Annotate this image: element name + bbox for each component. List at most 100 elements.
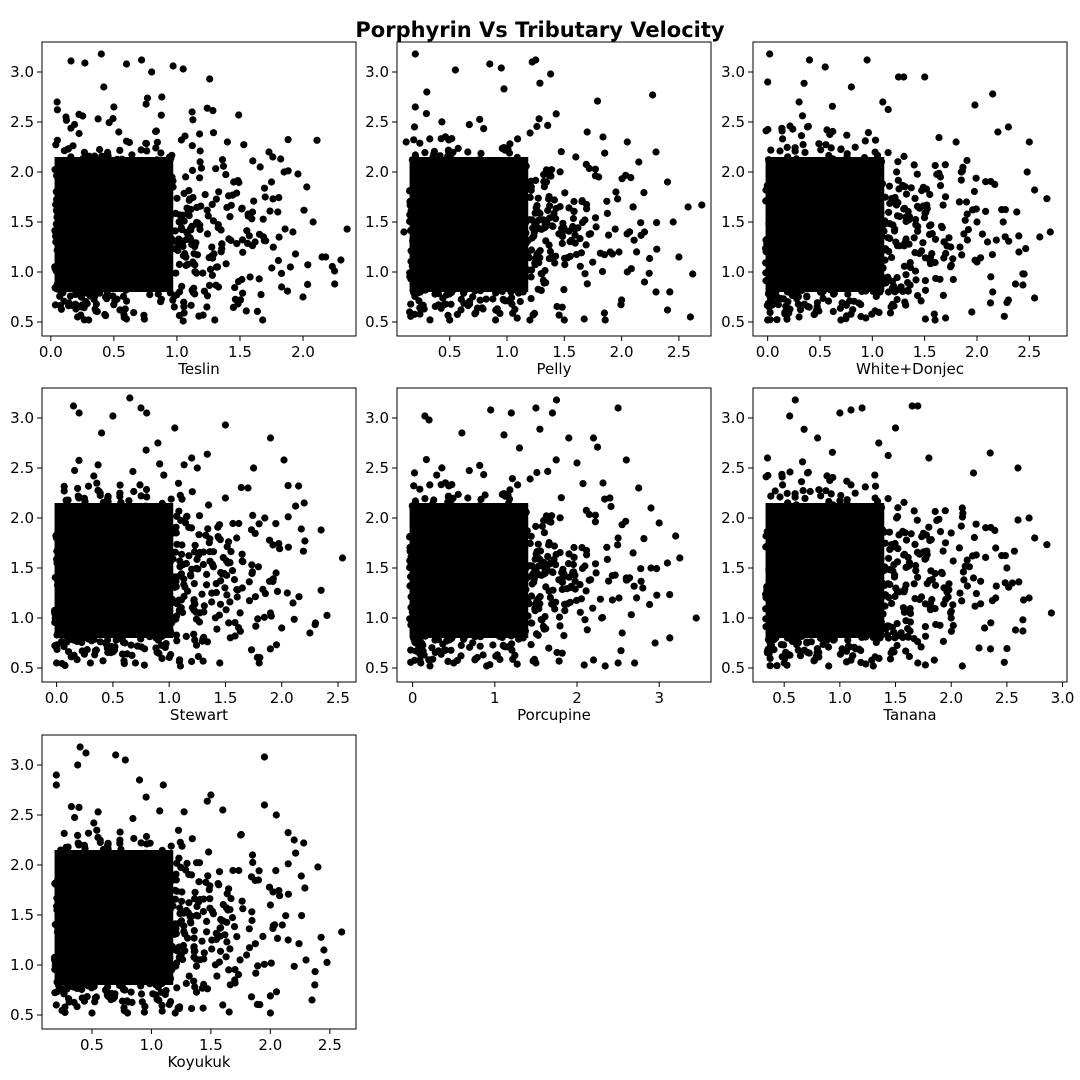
scatter-point (209, 563, 217, 571)
scatter-point (142, 446, 150, 454)
scatter-point (192, 239, 200, 247)
scatter-point (627, 611, 635, 619)
scatter-point (62, 496, 70, 504)
scatter-point (941, 539, 950, 547)
scatter-point (173, 194, 181, 202)
scatter-point (544, 467, 552, 475)
scatter-point (457, 641, 465, 650)
scatter-point (294, 170, 302, 178)
scatter-point (961, 216, 969, 224)
scatter-point (487, 406, 495, 414)
scatter-point (213, 625, 221, 633)
scatter-point (640, 189, 648, 197)
scatter-point (119, 638, 128, 647)
y-tick-label: 1.0 (721, 263, 745, 281)
y-tick-label: 1.5 (365, 559, 389, 577)
scatter-point (208, 200, 216, 208)
scatter-point (550, 209, 558, 218)
scatter-point (623, 268, 631, 276)
scatter-point (208, 243, 216, 251)
scatter-point (540, 177, 548, 186)
scatter-point (532, 522, 540, 531)
y-tick-label: 2.5 (365, 113, 389, 131)
scatter-point (180, 580, 188, 589)
scatter-point (928, 230, 936, 238)
scatter-point (343, 225, 351, 233)
scatter-point (902, 301, 910, 309)
scatter-point (304, 280, 312, 288)
scatter-point (211, 614, 219, 622)
scatter-point (513, 660, 521, 668)
scatter-point (548, 222, 556, 230)
scatter-point (178, 550, 186, 558)
scatter-point (183, 204, 191, 212)
scatter-point (416, 310, 424, 318)
scatter-point (116, 306, 124, 314)
scatter-point (142, 485, 151, 494)
scatter-point (179, 65, 187, 73)
scatter-point (143, 493, 151, 501)
scatter-point (173, 291, 181, 299)
scatter-point (191, 548, 199, 556)
scatter-point (555, 230, 563, 238)
scatter-point (252, 622, 260, 630)
scatter-point (886, 199, 894, 207)
scatter-point (958, 251, 966, 259)
scatter-point (465, 467, 473, 475)
y-tick-label: 2.5 (10, 459, 34, 477)
scatter-point (188, 454, 196, 462)
scatter-point (698, 201, 706, 209)
scatter-point (464, 494, 472, 502)
scatter-point (229, 519, 237, 528)
scatter-point (921, 209, 929, 217)
scatter-point (547, 172, 555, 180)
scatter-point (540, 558, 548, 567)
scatter-point (803, 123, 812, 131)
scatter-point (228, 567, 237, 575)
scatter-point (561, 189, 569, 197)
scatter-point (418, 647, 426, 655)
scatter-point (552, 396, 561, 404)
scatter-point (930, 310, 938, 318)
scatter-point (269, 575, 277, 583)
scatter-point (74, 484, 82, 492)
scatter-point (411, 151, 419, 159)
scatter-point (623, 230, 631, 238)
scatter-point (910, 234, 918, 242)
scatter-point (969, 206, 977, 214)
scatter-point (255, 230, 264, 238)
figure-title: Porphyrin Vs Tributary Velocity (355, 18, 725, 42)
scatter-point (544, 121, 552, 129)
scatter-point (893, 295, 901, 304)
scatter-point (171, 424, 179, 432)
scatter-point (603, 543, 611, 551)
y-tick-label: 1.5 (10, 213, 34, 231)
scatter-point (773, 316, 781, 324)
scatter-point (438, 118, 446, 126)
scatter-point (508, 475, 516, 483)
scatter-point (230, 178, 238, 186)
scatter-point (591, 560, 600, 568)
scatter-point (208, 271, 216, 279)
y-tick-label: 2.5 (365, 459, 389, 477)
scatter-point (222, 171, 230, 179)
scatter-point (894, 158, 902, 166)
scatter-point (200, 602, 208, 610)
x-tick-label: 2.5 (1017, 343, 1041, 361)
scatter-point (592, 223, 600, 231)
scatter-point (796, 652, 805, 660)
scatter-point (242, 307, 250, 315)
scatter-point (542, 583, 550, 591)
plot-frame (396, 41, 712, 337)
scatter-point (469, 293, 477, 301)
scatter-point (239, 248, 247, 256)
scatter-point (585, 230, 593, 238)
scatter-point (912, 221, 920, 229)
scatter-point (184, 260, 192, 268)
scatter-point (261, 514, 269, 522)
scatter-point (416, 139, 424, 147)
scatter-point (203, 570, 211, 579)
scatter-point (219, 570, 227, 578)
scatter-point (885, 276, 893, 284)
scatter-point (500, 431, 508, 439)
